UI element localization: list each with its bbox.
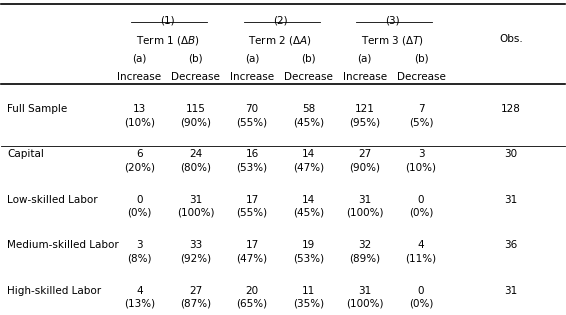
Text: Capital: Capital	[7, 149, 44, 159]
Text: 3
(10%): 3 (10%)	[405, 149, 436, 173]
Text: High-skilled Labor: High-skilled Labor	[7, 286, 101, 296]
Text: 121
(95%): 121 (95%)	[349, 104, 380, 127]
Text: Term 3 ($\Delta T$): Term 3 ($\Delta T$)	[361, 34, 424, 47]
Text: 115
(90%): 115 (90%)	[180, 104, 211, 127]
Text: 32
(89%): 32 (89%)	[349, 240, 380, 263]
Text: Low-skilled Labor: Low-skilled Labor	[7, 195, 98, 205]
Text: 58
(45%): 58 (45%)	[293, 104, 324, 127]
Text: 31
(100%): 31 (100%)	[177, 195, 215, 218]
Text: 128: 128	[501, 104, 521, 114]
Text: 24
(80%): 24 (80%)	[180, 149, 211, 173]
Text: 0
(0%): 0 (0%)	[127, 195, 152, 218]
Text: 4
(13%): 4 (13%)	[124, 286, 155, 309]
Text: 31: 31	[504, 286, 518, 296]
Text: 70
(55%): 70 (55%)	[237, 104, 268, 127]
Text: Term 2 ($\Delta A$): Term 2 ($\Delta A$)	[248, 34, 312, 47]
Text: 0
(0%): 0 (0%)	[409, 195, 433, 218]
Text: 16
(53%): 16 (53%)	[237, 149, 268, 173]
Text: 36: 36	[504, 240, 518, 250]
Text: 14
(47%): 14 (47%)	[293, 149, 324, 173]
Text: 27
(87%): 27 (87%)	[180, 286, 211, 309]
Text: Term 1 ($\Delta B$): Term 1 ($\Delta B$)	[136, 34, 199, 47]
Text: Full Sample: Full Sample	[7, 104, 67, 114]
Text: 31
(100%): 31 (100%)	[346, 286, 383, 309]
Text: Increase: Increase	[117, 72, 161, 82]
Text: (b): (b)	[414, 53, 428, 63]
Text: (a): (a)	[132, 53, 147, 63]
Text: 19
(53%): 19 (53%)	[293, 240, 324, 263]
Text: 31
(100%): 31 (100%)	[346, 195, 383, 218]
Text: (1): (1)	[160, 15, 175, 25]
Text: 14
(45%): 14 (45%)	[293, 195, 324, 218]
Text: 7
(5%): 7 (5%)	[409, 104, 433, 127]
Text: 27
(90%): 27 (90%)	[349, 149, 380, 173]
Text: (3): (3)	[385, 15, 400, 25]
Text: Obs.: Obs.	[499, 34, 523, 44]
Text: 17
(47%): 17 (47%)	[237, 240, 268, 263]
Text: 17
(55%): 17 (55%)	[237, 195, 268, 218]
Text: (a): (a)	[358, 53, 372, 63]
Text: (b): (b)	[301, 53, 316, 63]
Text: 11
(35%): 11 (35%)	[293, 286, 324, 309]
Text: Medium-skilled Labor: Medium-skilled Labor	[7, 240, 119, 250]
Text: 6
(20%): 6 (20%)	[124, 149, 155, 173]
Text: Decrease: Decrease	[397, 72, 445, 82]
Text: Decrease: Decrease	[284, 72, 333, 82]
Text: 33
(92%): 33 (92%)	[180, 240, 211, 263]
Text: 3
(8%): 3 (8%)	[127, 240, 152, 263]
Text: Increase: Increase	[230, 72, 274, 82]
Text: 20
(65%): 20 (65%)	[237, 286, 268, 309]
Text: (b): (b)	[188, 53, 203, 63]
Text: 0
(0%): 0 (0%)	[409, 286, 433, 309]
Text: 4
(11%): 4 (11%)	[405, 240, 436, 263]
Text: 31: 31	[504, 195, 518, 205]
Text: (2): (2)	[273, 15, 288, 25]
Text: Increase: Increase	[342, 72, 387, 82]
Text: Decrease: Decrease	[171, 72, 220, 82]
Text: (a): (a)	[245, 53, 259, 63]
Text: 30: 30	[504, 149, 518, 159]
Text: 13
(10%): 13 (10%)	[124, 104, 155, 127]
